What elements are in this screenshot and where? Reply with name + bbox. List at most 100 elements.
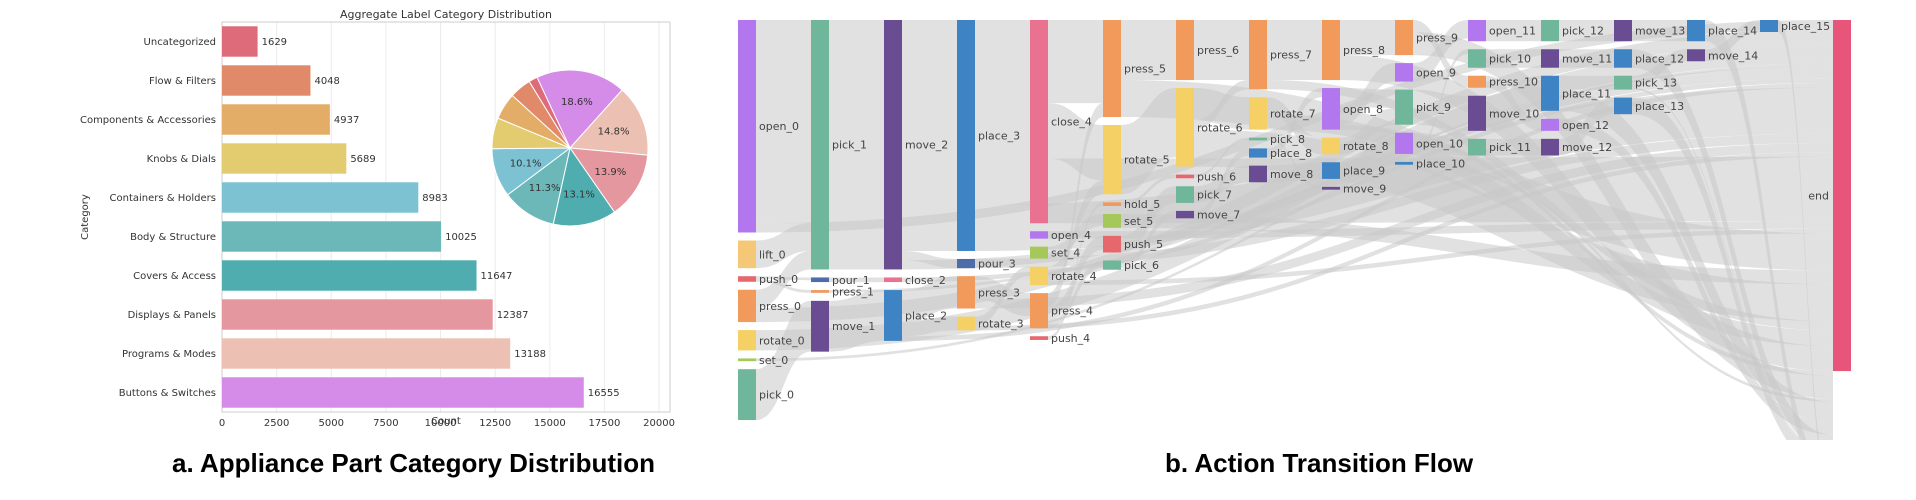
bar-value-label: 11647 [481,271,513,282]
sankey-node-label: open_9 [1416,66,1456,79]
pie-slice [568,89,649,156]
sankey-link [1340,108,1395,155]
bar-chart-x-axis-label: Count [431,416,461,427]
x-tick-label: 17500 [589,418,621,429]
sankey-node [1249,97,1267,130]
sankey-node-label: pour_1 [832,274,870,287]
pie-slice-label: 13.9% [595,167,627,178]
category-label: Buttons & Switches [119,388,216,399]
bar [222,338,511,369]
x-tick-label: 0 [219,418,225,429]
sankey-link [1267,162,1322,183]
sankey-link [1705,20,1760,62]
sankey-node [1614,75,1632,90]
sankey-link [1632,49,1833,440]
sankey-node [1030,231,1048,239]
sankey-node [1176,210,1194,219]
sankey-node-label: press_8 [1343,44,1385,57]
sankey-link [1194,148,1249,219]
sankey-node [811,300,829,352]
sankey-node [1030,266,1048,286]
sankey-node [1395,63,1413,82]
sankey-node [1030,246,1048,259]
sankey-node [1249,148,1267,158]
sankey-node-label: press_4 [1051,305,1093,318]
category-label: Covers & Access [133,271,216,282]
sankey-link [1048,180,1103,281]
sankey-node-label: close_4 [1051,116,1092,129]
pie-chart-inset: 18.6% 14.8% 13.9%13.1%11.3% 10.1% [491,69,649,227]
sankey-node [738,289,756,323]
sankey-node [1395,89,1413,125]
sankey-node-label: pick_13 [1635,77,1677,90]
sankey-node-label: pick_11 [1489,141,1531,154]
sankey-node-label: place_13 [1635,100,1684,113]
bar-value-label: 5689 [350,154,375,165]
sankey-link [1632,20,1687,42]
sankey-link [1413,20,1468,82]
sankey-node [957,316,975,331]
sankey-node [1468,49,1486,68]
category-label: Containers & Holders [110,193,216,204]
bar [222,65,311,96]
sankey-link [1121,210,1176,268]
sankey-node-label: set_5 [1124,215,1153,228]
sankey-node [957,20,975,251]
sankey-node-label: pick_10 [1489,52,1531,65]
sankey-panel: open_0lift_0push_0press_0rotate_0set_0pi… [738,20,1851,440]
sankey-node [1249,137,1267,141]
pie-slice-label: 13.1% [563,189,595,200]
bar-chart-bars: Uncategorized 1629 Flow & Filters 4048 Compo… [80,26,620,408]
sankey-node-label: press_1 [832,285,874,298]
sankey-link [1486,49,1541,68]
sankey-link [1486,20,1541,42]
sankey-node [1395,20,1413,56]
sankey-node [1103,20,1121,118]
category-label: Displays & Panels [128,310,216,321]
sankey-link [1048,260,1103,329]
sankey-node-label: place_8 [1270,147,1312,160]
sankey-node [1103,235,1121,253]
sankey-node-label: open_0 [759,120,799,133]
sankey-link [1048,20,1103,104]
sankey-node [1614,97,1632,115]
sankey-node-label: hold_5 [1124,198,1160,211]
sankey-link [1559,89,1833,423]
category-label: Uncategorized [144,37,216,48]
sankey-link [756,250,811,309]
bar-value-label: 8983 [422,193,447,204]
sankey-node-label: press_3 [978,286,1020,299]
sankey-node-label: pick_9 [1416,101,1451,114]
category-label: Body & Structure [130,232,216,243]
sankey-link [1559,49,1614,68]
sankey-node-label: press_5 [1124,63,1166,76]
sankey-node-label: open_8 [1343,103,1383,116]
sankey-link [1121,174,1176,206]
x-tick-label: 2500 [264,418,289,429]
sankey-node [1541,20,1559,42]
sankey-node [1030,293,1048,329]
sankey-link [1194,20,1249,81]
pie-slice-label: 14.8% [598,126,630,137]
sankey-node [1614,49,1632,68]
x-tick-label: 7500 [373,418,398,429]
sankey-node [957,276,975,309]
sankey-nodes: open_0lift_0push_0press_0rotate_0set_0pi… [738,20,1851,420]
bar-value-label: 13188 [514,349,546,360]
sankey-link [1194,129,1833,322]
bar-chart-panel: Aggregate Label Category Distribution Co… [80,8,675,429]
sankey-link [1559,20,1614,42]
sankey-node-label: rotate_5 [1124,154,1170,167]
bar-chart-title: Aggregate Label Category Distribution [340,8,552,21]
sankey-link [756,20,811,224]
sankey-node [1249,20,1267,90]
sankey-link [829,277,884,283]
bar-value-label: 1629 [262,37,287,48]
x-tick-label: 15000 [534,418,566,429]
sankey-node [811,290,829,293]
sankey-node [1249,165,1267,183]
sankey-link [1121,20,1176,81]
sankey-node [1322,137,1340,155]
sankey-node [738,358,756,362]
pie-slice [536,69,623,149]
